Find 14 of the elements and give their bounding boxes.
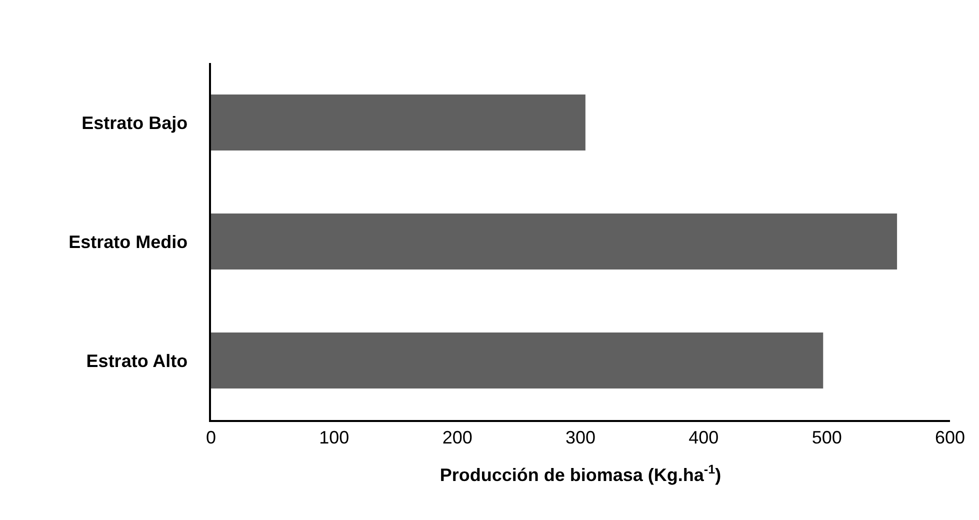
x-tick-label: 300 [565, 427, 596, 448]
y-tick-label: Estrato Bajo [82, 112, 188, 133]
x-tick-label: 600 [934, 427, 966, 448]
x-tick-label: 0 [206, 427, 216, 448]
bar [211, 332, 824, 388]
y-tick-label: Estrato Alto [86, 350, 188, 371]
x-tick-label: 400 [688, 427, 719, 448]
x-tick-label: 100 [319, 427, 350, 448]
bar [211, 214, 898, 270]
x-tick-label: 500 [812, 427, 842, 448]
x-tick-label: 200 [442, 427, 472, 448]
x-axis-title: Producción de biomasa (Kg.ha$^{-1}$) [440, 462, 722, 485]
y-tick-label: Estrato Medio [68, 232, 188, 252]
bar [211, 94, 586, 150]
